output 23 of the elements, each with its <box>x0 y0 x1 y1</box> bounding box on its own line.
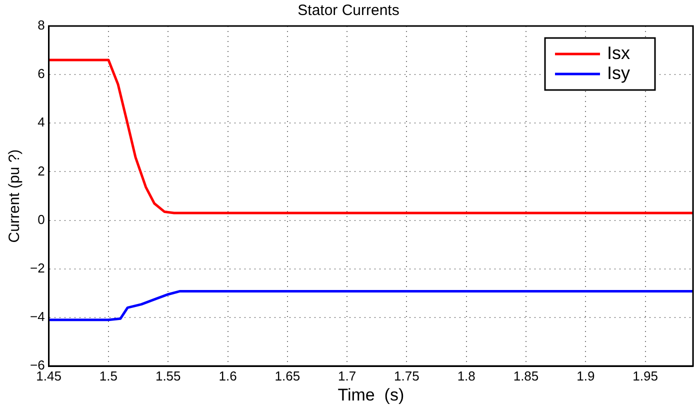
legend-label: Isx <box>607 42 630 63</box>
legend-label: Isy <box>607 62 630 83</box>
x-axis-title: Time (s) <box>338 385 404 404</box>
y-tick-label: 6 <box>38 66 45 82</box>
x-tick-label: 1.6 <box>218 368 237 384</box>
x-tick-label: 1.75 <box>394 368 420 384</box>
x-tick-label: 1.85 <box>513 368 539 384</box>
y-tick-label: 2 <box>38 163 45 178</box>
y-tick-label: −4 <box>30 309 45 324</box>
y-tick-label: 0 <box>38 212 45 227</box>
x-tick-label: 1.55 <box>155 368 181 384</box>
chart-title: Stator Currents <box>298 2 400 20</box>
y-tick-label: 8 <box>38 18 45 33</box>
y-axis-title: Current (pu ?) <box>6 149 24 243</box>
x-tick-label: 1.8 <box>457 368 476 384</box>
x-tick-label: 1.95 <box>632 368 658 384</box>
x-tick-label: 1.5 <box>99 368 118 384</box>
x-tick-label: 1.7 <box>338 368 356 384</box>
x-tick-label: 1.9 <box>576 368 595 384</box>
x-tick-label: 1.65 <box>274 368 300 384</box>
y-tick-label: −2 <box>30 260 45 276</box>
y-tick-label: 4 <box>38 114 45 130</box>
y-tick-label: −6 <box>30 358 45 373</box>
